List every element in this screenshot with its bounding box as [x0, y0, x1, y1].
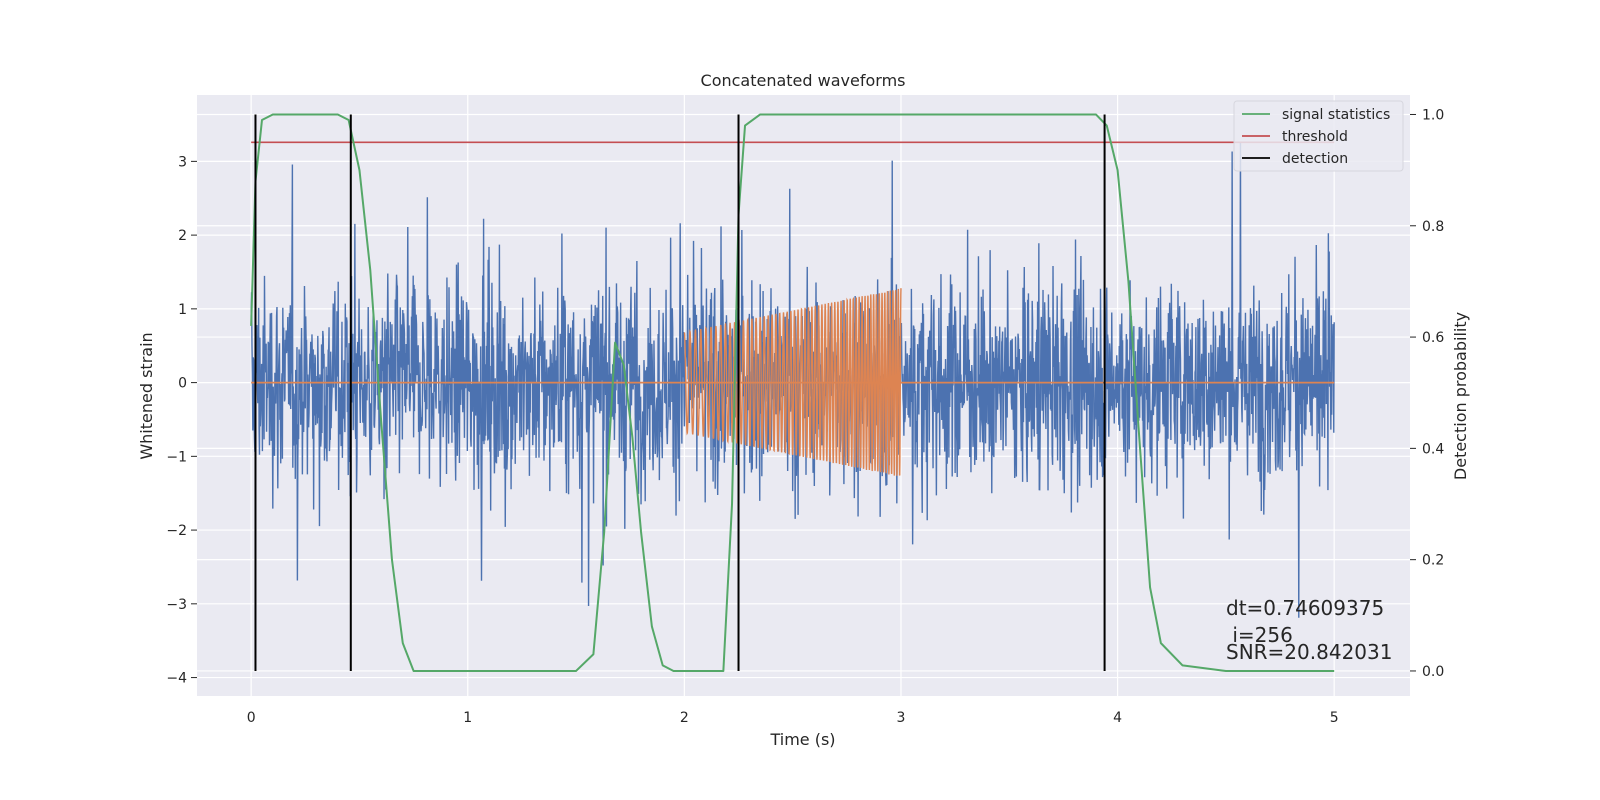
y-tick-label: 2 [178, 228, 187, 244]
y2-tick-label: 0.8 [1422, 219, 1444, 235]
legend-label-detection: detection [1282, 151, 1348, 167]
chart-title: Concatenated waveforms [701, 71, 906, 90]
x-tick-label: 5 [1330, 710, 1339, 726]
y2-tick-label: 0.4 [1422, 441, 1444, 457]
y2-tick-label: 0.2 [1422, 553, 1444, 569]
y-tick-label: −2 [166, 523, 187, 539]
series-signal-statistics-line [250, 113, 1335, 672]
series-chirp-line [683, 288, 902, 476]
legend-label-signal-statistics: signal statistics [1282, 107, 1390, 123]
annotation-index: i=256 [1226, 623, 1293, 647]
axes: 0 1 2 3 4 5 −4 −3 −2 −1 0 1 2 3 0.0 0.2 0.4 0.6 0.8 1.0 [166, 107, 1444, 726]
x-tick-label: 4 [1113, 710, 1122, 726]
y2-tick-label: 0.6 [1422, 330, 1444, 346]
plot-area [250, 113, 1335, 672]
legend-label-threshold: threshold [1282, 129, 1348, 145]
x-tick-label: 1 [463, 710, 472, 726]
y-tick-label: 1 [178, 302, 187, 318]
x-tick-label: 2 [680, 710, 689, 726]
x-axis-label: Time (s) [769, 730, 835, 749]
legend: signal statistics threshold detection [1233, 100, 1404, 172]
y-axis-label: Whitened strain [137, 332, 156, 459]
y-tick-label: −3 [166, 597, 187, 613]
y-tick-label: 0 [178, 376, 187, 392]
x-tick-label: 0 [247, 710, 256, 726]
annotation-dt: dt=0.74609375 [1226, 596, 1384, 620]
y2-tick-label: 1.0 [1422, 107, 1444, 123]
legend-box [1233, 100, 1404, 172]
y2-tick-label: 0.0 [1422, 664, 1444, 680]
x-tick-label: 3 [897, 710, 906, 726]
y-tick-label: −4 [166, 671, 187, 687]
annotation-snr: SNR=20.842031 [1226, 640, 1392, 664]
y-tick-label: 3 [178, 154, 187, 170]
series-noise-line [250, 142, 1335, 618]
y-tick-label: −1 [166, 449, 187, 465]
y2-axis-label: Detection probability [1451, 312, 1470, 480]
